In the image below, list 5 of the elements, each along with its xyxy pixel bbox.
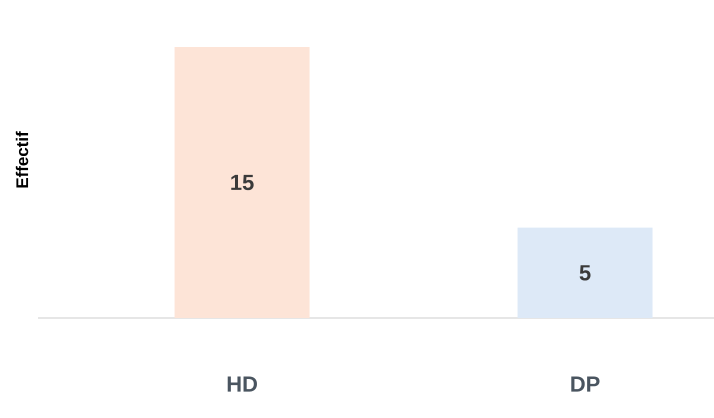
x-tick-label: HD bbox=[228, 376, 257, 392]
data-label: 15 bbox=[231, 174, 254, 190]
x-tick-label: DP bbox=[571, 376, 600, 392]
data-label: 5 bbox=[580, 265, 591, 280]
y-axis-title: Effectif bbox=[16, 131, 28, 188]
